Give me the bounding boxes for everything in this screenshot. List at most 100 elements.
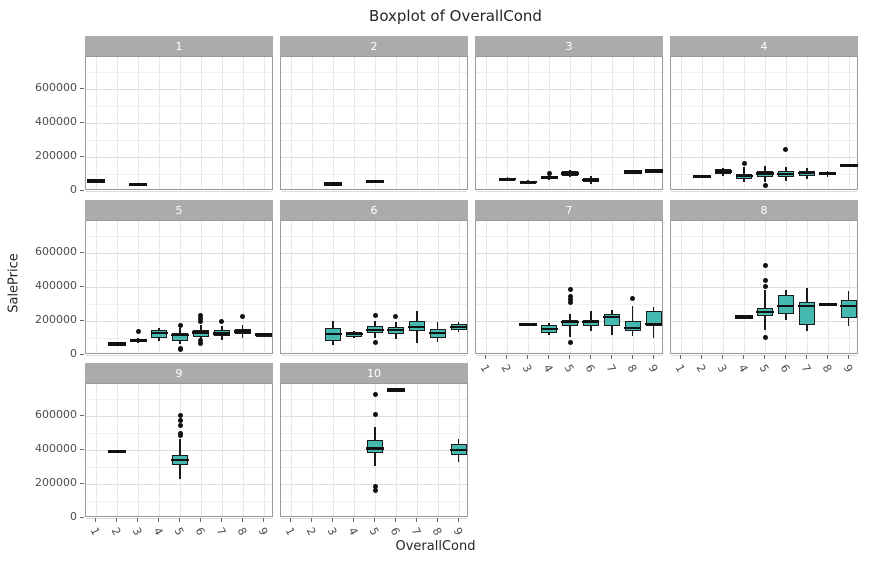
gridline-minor xyxy=(86,72,272,74)
gridline-major xyxy=(281,355,467,356)
x-tick-label: 2 xyxy=(498,362,514,375)
x-tick-mark xyxy=(743,355,745,359)
boxplot-median xyxy=(819,172,837,175)
x-tick-mark xyxy=(220,518,222,522)
outlier-dot xyxy=(567,339,573,345)
gridline-minor xyxy=(476,72,662,74)
x-tick-label: 8 xyxy=(624,362,640,375)
x-axis-title: OverallCond xyxy=(395,539,476,554)
outlier-dot xyxy=(135,329,141,335)
gridline-vertical xyxy=(263,221,265,353)
x-tick-label: 5 xyxy=(561,362,577,375)
outlier-dot xyxy=(762,182,768,188)
outlier-dot xyxy=(762,283,768,289)
boxplot-median xyxy=(449,325,468,329)
gridline-minor xyxy=(671,140,857,142)
gridline-vertical xyxy=(180,57,181,189)
gridline-major xyxy=(86,287,272,289)
boxplot-median xyxy=(449,448,468,452)
gridline-minor xyxy=(476,270,662,272)
gridline-vertical xyxy=(507,57,509,189)
gridline-major xyxy=(476,191,662,192)
outlier-dot xyxy=(372,312,378,318)
y-tick-mark xyxy=(80,415,84,417)
facet-strip-6: 6 xyxy=(280,200,468,220)
boxplot-median xyxy=(366,446,384,450)
gridline-minor xyxy=(476,236,662,238)
gridline-major xyxy=(476,157,662,159)
x-tick-mark xyxy=(631,355,633,359)
facet-panel-2 xyxy=(280,56,468,192)
gridline-vertical xyxy=(827,221,829,353)
gridline-vertical xyxy=(570,57,571,189)
gridline-vertical xyxy=(333,57,335,189)
gridline-minor xyxy=(281,140,467,142)
boxplot-box xyxy=(777,295,794,315)
x-tick-mark xyxy=(311,518,313,522)
y-tick-label: 200000 xyxy=(35,149,77,163)
gridline-vertical xyxy=(437,57,439,189)
x-tick-label: 2 xyxy=(108,525,124,538)
facet-panel-8 xyxy=(670,220,858,356)
x-tick-mark xyxy=(569,355,570,359)
x-tick-mark xyxy=(199,518,201,522)
facet-panel-10 xyxy=(280,383,468,519)
x-tick-label: 1 xyxy=(283,525,298,538)
boxplot-median xyxy=(498,177,516,181)
boxplot-median xyxy=(429,331,447,335)
outlier-dot xyxy=(177,417,183,423)
gridline-vertical xyxy=(221,57,223,189)
gridline-vertical xyxy=(138,57,140,189)
x-tick-mark xyxy=(457,518,459,522)
x-tick-label: 6 xyxy=(387,525,403,538)
outlier-dot xyxy=(372,339,378,345)
gridline-vertical xyxy=(611,221,613,353)
gridline-vertical xyxy=(486,57,488,189)
boxplot-median xyxy=(798,171,816,175)
x-tick-label: 9 xyxy=(840,362,855,375)
gridline-vertical xyxy=(138,384,140,516)
boxplot-median xyxy=(777,304,795,308)
boxplot-median xyxy=(777,172,795,176)
boxplot-box xyxy=(367,440,383,454)
x-tick-label: 7 xyxy=(408,525,424,538)
x-tick-label: 4 xyxy=(735,362,751,375)
gridline-vertical xyxy=(590,221,592,353)
gridline-vertical xyxy=(458,57,460,189)
x-tick-mark xyxy=(722,355,724,359)
gridline-vertical xyxy=(653,57,655,189)
x-tick-label: 3 xyxy=(714,362,730,375)
y-tick-label: 200000 xyxy=(35,476,77,490)
gridline-major xyxy=(86,123,272,125)
x-tick-label: 1 xyxy=(88,525,103,538)
gridline-vertical xyxy=(395,384,397,516)
outlier-dot xyxy=(393,313,399,319)
gridline-vertical xyxy=(96,57,98,189)
gridline-vertical xyxy=(263,57,265,189)
gridline-vertical xyxy=(221,384,223,516)
x-tick-mark xyxy=(826,355,828,359)
facet-panel-9 xyxy=(85,383,273,519)
gridline-major xyxy=(86,355,272,356)
gridline-major xyxy=(476,253,662,255)
x-tick-mark xyxy=(680,355,682,359)
gridline-vertical xyxy=(723,57,725,189)
gridline-vertical xyxy=(848,221,850,353)
boxplot-median xyxy=(624,326,642,330)
gridline-vertical xyxy=(632,221,634,353)
gridline-vertical xyxy=(200,384,202,516)
outlier-dot xyxy=(198,340,204,346)
gridline-vertical xyxy=(242,384,244,516)
x-tick-mark xyxy=(415,518,417,522)
boxplot-median xyxy=(234,330,252,333)
boxplot-median xyxy=(839,304,858,308)
x-tick-mark xyxy=(436,518,438,522)
boxplot-median xyxy=(798,304,816,308)
gridline-vertical xyxy=(806,57,808,189)
gridline-vertical xyxy=(96,221,98,353)
gridline-vertical xyxy=(549,221,551,353)
gridline-vertical xyxy=(312,57,314,189)
gridline-major xyxy=(86,89,272,91)
gridline-vertical xyxy=(354,384,356,516)
boxplot-median xyxy=(345,332,363,336)
